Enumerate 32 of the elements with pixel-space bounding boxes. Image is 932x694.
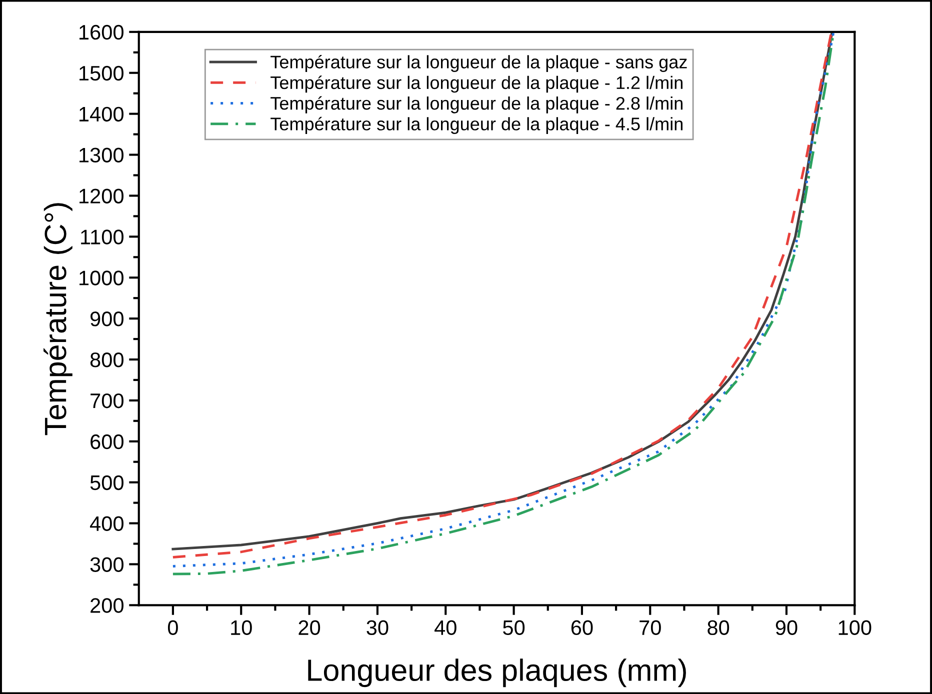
legend-label: Température sur la longueur de la plaque - 4.5 l/min bbox=[270, 116, 682, 134]
y-tick-label: 1600 bbox=[80, 24, 124, 40]
legend-label: Température sur la longueur de la plaque - 2.8 l/min bbox=[270, 96, 682, 114]
x-axis-title: Longueur des plaques (mm) bbox=[308, 658, 686, 688]
x-tick-label: 30 bbox=[366, 620, 388, 636]
legend-label: Température sur la longueur de la plaque - sans gaz bbox=[270, 54, 687, 72]
x-tick-label: 60 bbox=[571, 620, 593, 636]
y-tick-label: 1100 bbox=[81, 230, 124, 244]
y-tick-label: 800 bbox=[90, 352, 124, 368]
x-tick-label: 0 bbox=[168, 620, 178, 636]
x-tick-label: 20 bbox=[298, 620, 320, 636]
y-tick-label: 600 bbox=[90, 434, 124, 450]
x-tick-label: 40 bbox=[434, 620, 456, 636]
legend-label: Température sur la longueur de la plaque - 1.2 l/min bbox=[270, 76, 682, 93]
y-tick-label: 1400 bbox=[80, 106, 124, 122]
y-tick-label: 400 bbox=[90, 516, 124, 532]
y-tick-label: 1500 bbox=[80, 66, 124, 81]
y-tick-label: 300 bbox=[90, 557, 124, 572]
y-tick-label: 200 bbox=[90, 598, 124, 613]
y-tick-label: 900 bbox=[90, 312, 124, 326]
x-tick-label: 50 bbox=[503, 620, 525, 636]
y-tick-label: 1300 bbox=[80, 148, 124, 163]
x-tick-label: 10 bbox=[231, 620, 252, 636]
x-tick-label: 70 bbox=[640, 620, 661, 636]
x-tick-label: 100 bbox=[838, 620, 872, 636]
y-tick-label: 1200 bbox=[80, 188, 124, 204]
y-tick-label: 700 bbox=[90, 393, 124, 408]
x-tick-label: 80 bbox=[708, 620, 730, 636]
y-tick-label: 1000 bbox=[80, 270, 124, 286]
x-tick-label: 90 bbox=[776, 620, 798, 636]
y-tick-label: 500 bbox=[90, 475, 124, 490]
y-axis-title: Température (C°) bbox=[44, 203, 72, 436]
